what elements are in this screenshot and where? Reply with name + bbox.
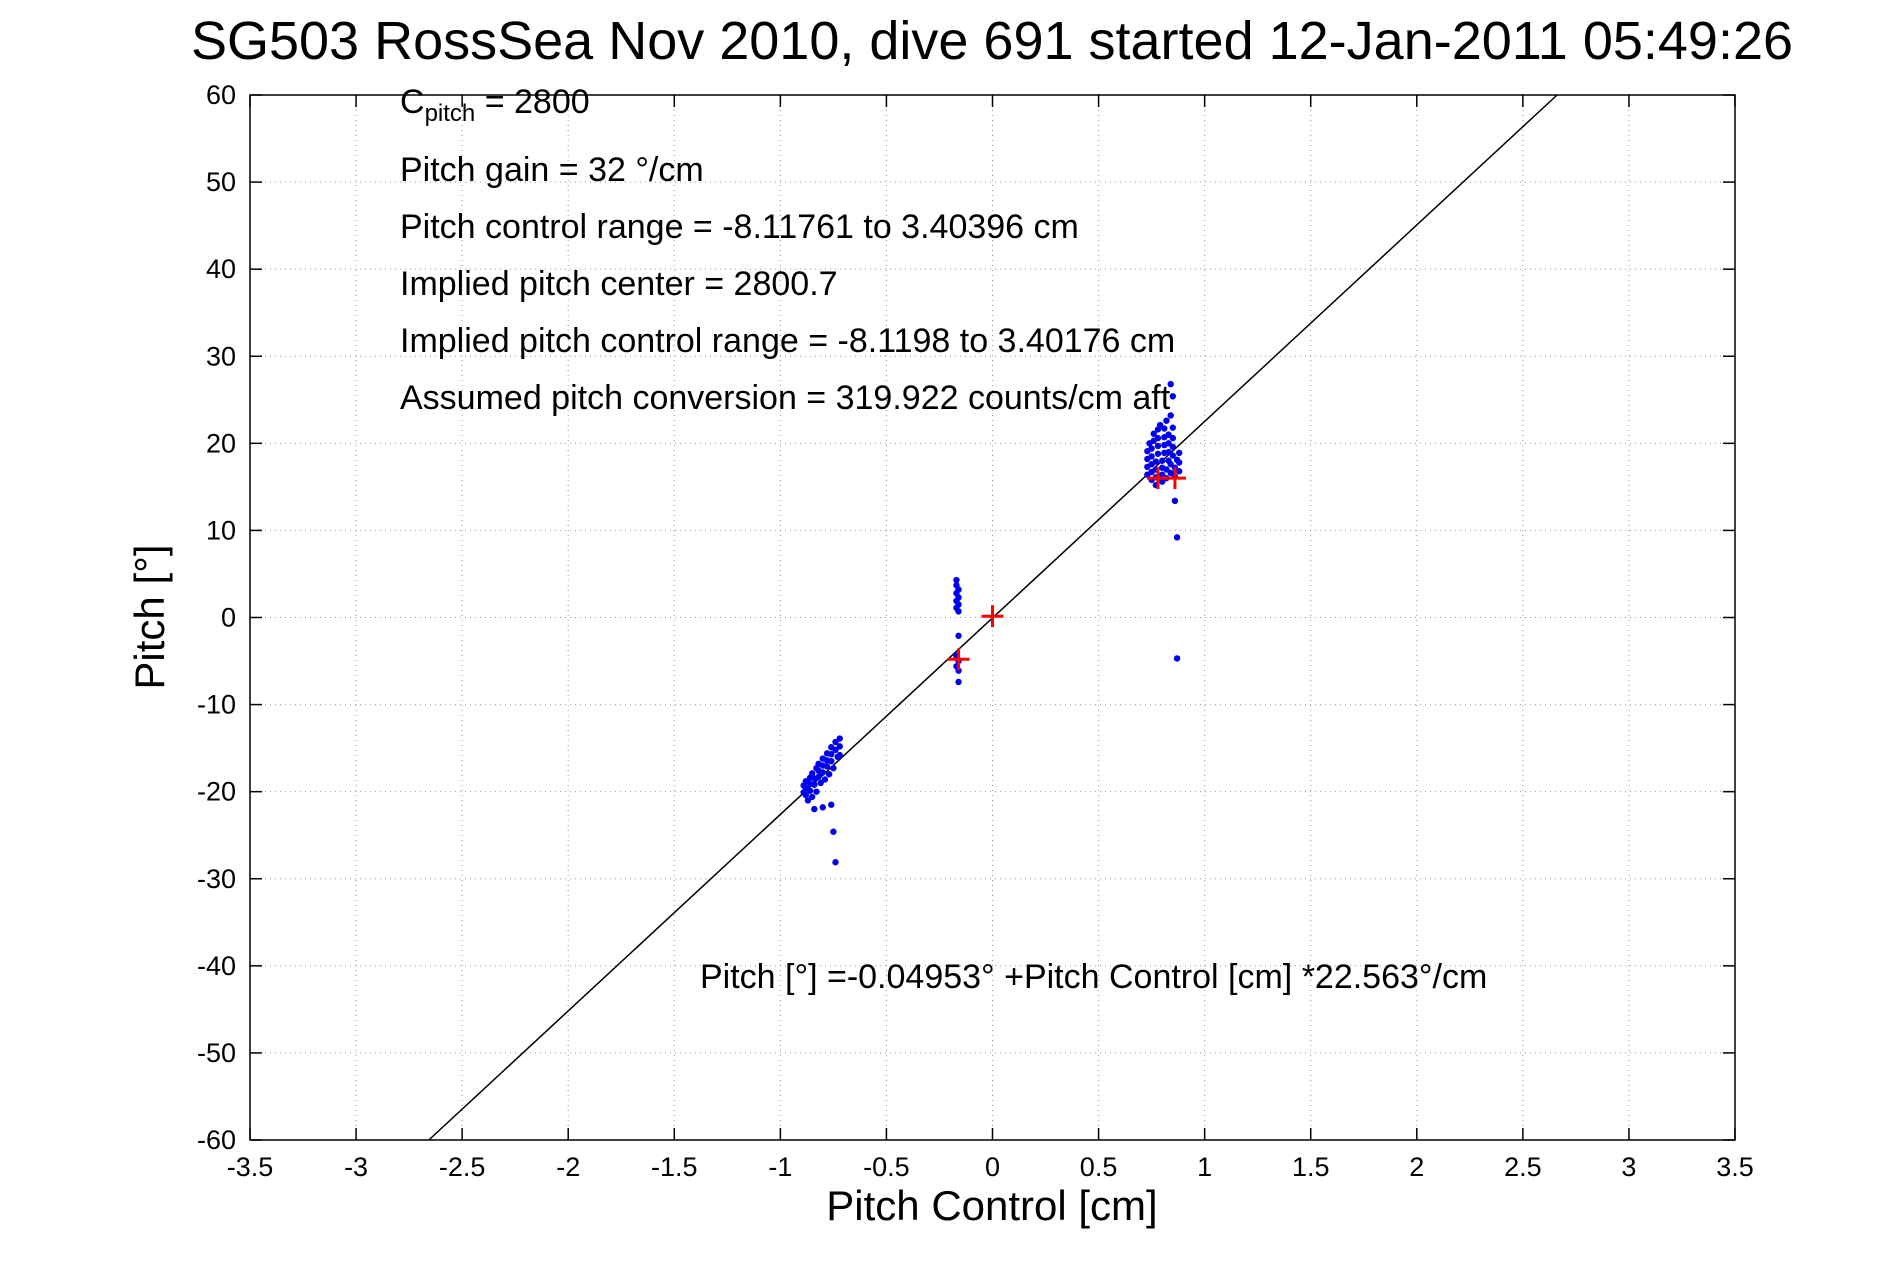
annotation-implied-pitch-center: Implied pitch center = 2800.7 bbox=[400, 264, 838, 303]
annotation-block: Cpitch = 2800 Pitch gain = 32 °/cm Pitch… bbox=[400, 74, 1175, 427]
svg-text:-40: -40 bbox=[197, 951, 236, 981]
cpitch-sub: pitch bbox=[424, 99, 476, 127]
svg-text:60: 60 bbox=[206, 80, 236, 110]
svg-text:20: 20 bbox=[206, 428, 236, 458]
chart-title: SG503 RossSea Nov 2010, dive 691 started… bbox=[190, 11, 1794, 71]
svg-text:30: 30 bbox=[206, 341, 236, 371]
svg-text:-0.5: -0.5 bbox=[863, 1152, 910, 1182]
svg-text:-10: -10 bbox=[197, 690, 236, 720]
svg-text:0: 0 bbox=[221, 603, 236, 633]
svg-text:-3.5: -3.5 bbox=[227, 1152, 274, 1182]
cpitch-annotation: Cpitch = 2800 bbox=[400, 74, 1175, 142]
svg-text:-20: -20 bbox=[197, 777, 236, 807]
annotation-pitch-control-range: Pitch control range = -8.11761 to 3.4039… bbox=[400, 207, 1079, 246]
annotation-implied-pitch-control-range: Implied pitch control range = -8.1198 to… bbox=[400, 321, 1176, 360]
svg-text:-2.5: -2.5 bbox=[439, 1152, 486, 1182]
svg-text:40: 40 bbox=[206, 254, 236, 284]
svg-text:10: 10 bbox=[206, 515, 236, 545]
svg-text:-30: -30 bbox=[197, 864, 236, 894]
cpitch-base: C bbox=[400, 83, 425, 121]
svg-text:1: 1 bbox=[1197, 1152, 1212, 1182]
svg-text:0: 0 bbox=[985, 1152, 1000, 1182]
svg-text:-60: -60 bbox=[197, 1125, 236, 1155]
svg-text:2.5: 2.5 bbox=[1504, 1152, 1542, 1182]
svg-text:50: 50 bbox=[206, 167, 236, 197]
svg-text:2: 2 bbox=[1409, 1152, 1424, 1182]
svg-text:-3: -3 bbox=[344, 1152, 368, 1182]
svg-text:-2: -2 bbox=[556, 1152, 580, 1182]
cpitch-rest: = 2800 bbox=[475, 83, 590, 121]
svg-text:3.5: 3.5 bbox=[1716, 1152, 1754, 1182]
x-axis-label: Pitch Control [cm] bbox=[826, 1182, 1158, 1229]
annotation-assumed-pitch-conversion: Assumed pitch conversion = 319.922 count… bbox=[400, 378, 1171, 417]
svg-text:-1: -1 bbox=[768, 1152, 792, 1182]
fit-equation-label: Pitch [°] =-0.04953° +Pitch Control [cm]… bbox=[700, 958, 1488, 996]
y-axis-label: Pitch [°] bbox=[126, 544, 173, 690]
svg-text:-1.5: -1.5 bbox=[651, 1152, 698, 1182]
svg-text:-50: -50 bbox=[197, 1038, 236, 1068]
annotation-pitch-gain: Pitch gain = 32 °/cm bbox=[400, 150, 704, 189]
svg-text:3: 3 bbox=[1621, 1152, 1636, 1182]
svg-text:1.5: 1.5 bbox=[1292, 1152, 1330, 1182]
svg-text:0.5: 0.5 bbox=[1080, 1152, 1118, 1182]
